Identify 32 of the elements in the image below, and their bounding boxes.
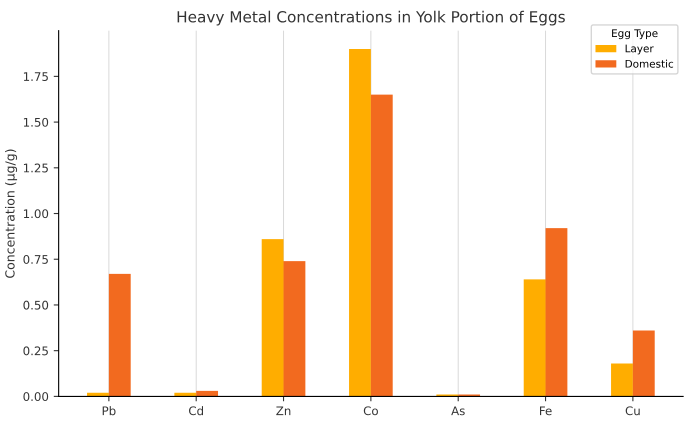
y-axis-title: Concentration (µg/g) bbox=[4, 150, 18, 278]
x-tick-label: As bbox=[451, 406, 465, 416]
bar bbox=[546, 228, 568, 396]
y-tick-label: 1.00 bbox=[24, 209, 48, 218]
bar bbox=[108, 274, 131, 396]
x-tick-label: Fe bbox=[540, 406, 552, 416]
y-tick-label: 0.75 bbox=[23, 254, 48, 264]
x-tick-label: Pb bbox=[102, 406, 116, 416]
x-tick-label: Cd bbox=[188, 406, 203, 416]
x-tick-label: Co bbox=[364, 406, 378, 416]
y-tick-label: 1.75 bbox=[24, 72, 48, 82]
bar bbox=[174, 392, 196, 396]
legend-label: Layer bbox=[626, 44, 654, 54]
bar bbox=[524, 279, 546, 396]
bar bbox=[632, 330, 655, 396]
bar bbox=[262, 239, 284, 396]
bar bbox=[87, 392, 109, 396]
bar bbox=[370, 94, 393, 396]
y-tick-label: 0.00 bbox=[23, 392, 48, 402]
bar bbox=[611, 363, 633, 396]
x-tick-label: Zn bbox=[276, 406, 290, 416]
bar bbox=[196, 390, 218, 396]
y-tick-label: 0.50 bbox=[23, 300, 48, 310]
bar bbox=[349, 48, 371, 396]
chart-title: Heavy Metal Concentrations in Yolk Portion of Eggs bbox=[178, 10, 565, 26]
y-tick-label: 1.50 bbox=[24, 118, 48, 127]
bar bbox=[284, 261, 306, 396]
x-tick-label: Cu bbox=[626, 406, 640, 416]
y-tick-label: 0.25 bbox=[23, 346, 48, 356]
y-tick-label: 1.25 bbox=[24, 164, 48, 172]
legend-title: Egg Type bbox=[612, 29, 658, 40]
legend-label: Domestic bbox=[626, 60, 674, 68]
